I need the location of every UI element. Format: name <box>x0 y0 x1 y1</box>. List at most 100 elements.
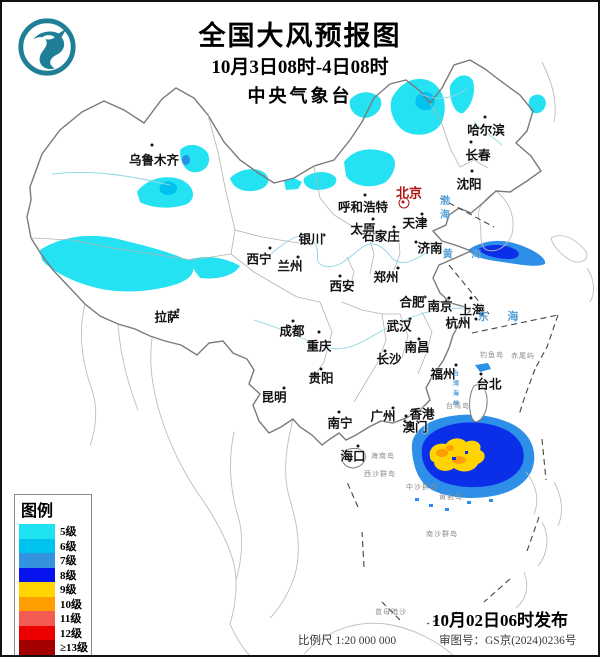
map-agency: 中央气象台 <box>247 86 353 106</box>
legend-color-swatch <box>19 538 55 553</box>
city-dot <box>322 233 326 237</box>
island-label: 西沙群岛 <box>364 470 396 478</box>
city-dot <box>150 143 154 147</box>
city-dot <box>268 246 272 250</box>
city-label: 拉萨 <box>154 310 180 325</box>
legend-color-swatch <box>19 567 55 582</box>
island-label: 黄岩岛 <box>439 493 463 501</box>
legend-item-label: 7级 <box>60 555 77 568</box>
city-dot <box>470 169 474 173</box>
legend-item-label: ≥13级 <box>60 642 89 655</box>
legend-item-label: 5级 <box>60 526 77 539</box>
island-label: 曾母暗沙 <box>375 608 407 616</box>
legend-item-label: 12级 <box>60 627 82 640</box>
legend-color-swatch <box>19 640 55 655</box>
city-dot <box>469 140 473 144</box>
city-dot <box>414 240 418 244</box>
city-dot <box>417 337 421 341</box>
legend-item: 7级 <box>19 553 91 568</box>
city-label: 南宁 <box>327 416 353 431</box>
city-dot <box>317 330 321 334</box>
city-dot <box>296 255 300 259</box>
city-label: 济南 <box>417 241 443 256</box>
city-label: 广州 <box>370 409 396 424</box>
legend-item: 8级 <box>19 567 91 582</box>
city-label: 沈阳 <box>456 177 482 192</box>
legend-rows: 5级 6级 7级 8级 9级 10级 11级 12级 ≥13级 <box>19 524 91 655</box>
city-dot <box>403 419 407 423</box>
city-dot <box>423 295 427 299</box>
city-dot <box>337 410 341 414</box>
city-label: 哈尔滨 <box>467 123 505 138</box>
city-dot <box>391 406 395 410</box>
sea-label: 台湾海峡 <box>451 370 458 410</box>
map-title: 全国大风预报图 <box>198 21 402 51</box>
wind-area-yellow-sea <box>468 240 546 266</box>
city-dot <box>404 414 408 418</box>
island-label: 赤尾屿 <box>511 352 535 360</box>
legend-item-label: 11级 <box>60 613 82 626</box>
legend-item: 10级 <box>19 596 91 611</box>
typhoon-wind-area <box>411 414 535 511</box>
legend-color-swatch <box>19 625 55 640</box>
city-dot <box>176 308 180 312</box>
city-dot <box>408 317 412 321</box>
city-label: 长春 <box>465 148 491 163</box>
map-scale: 比例尺 1:20 000 000 <box>298 635 397 647</box>
city-label: 银川 <box>298 232 324 247</box>
city-dot <box>383 349 387 353</box>
city-dot <box>319 367 323 371</box>
legend-color-swatch <box>19 596 55 611</box>
sea-label: 黄 海 <box>442 249 490 261</box>
city-label: 乌鲁木齐 <box>128 153 180 168</box>
city-label: 合肥 <box>399 295 425 310</box>
legend-item: 6级 <box>19 538 91 553</box>
city-label: 郑州 <box>373 270 399 285</box>
legend-item: 11级 <box>19 611 91 626</box>
city-dot <box>282 386 286 390</box>
city-label: 石家庄 <box>362 229 400 244</box>
city-dot <box>447 296 451 300</box>
province-boundaries <box>30 102 489 403</box>
island-label: 南沙群岛 <box>426 530 458 538</box>
city-label: 昆明 <box>261 390 287 405</box>
legend-item: 5级 <box>19 524 91 539</box>
rivers <box>51 87 503 350</box>
city-dot <box>363 193 367 197</box>
legend-color-swatch <box>19 611 55 626</box>
legend-color-swatch <box>19 582 55 597</box>
city-label: 海口 <box>340 449 366 464</box>
legend-item: 12级 <box>19 625 91 640</box>
city-label: 武汉 <box>386 319 412 334</box>
legend-item: ≥13级 <box>19 640 91 655</box>
city-label: 西宁 <box>246 252 272 267</box>
city-dot <box>396 266 400 270</box>
sea-label: 渤海 <box>437 195 449 223</box>
china-outline <box>26 59 542 446</box>
issue-time: 10月02日06时发布 <box>432 611 568 630</box>
island-label: 钓鱼岛 <box>480 351 504 359</box>
city-dot <box>291 319 295 323</box>
city-label: 兰州 <box>277 259 303 274</box>
taiwan-island <box>469 384 488 423</box>
capital-label: 北京 <box>395 185 423 201</box>
city-dot <box>371 217 375 221</box>
legend-item-label: 10级 <box>60 598 82 611</box>
city-dot <box>356 444 360 448</box>
city-label: 南昌 <box>404 340 430 355</box>
city-dot <box>483 115 487 119</box>
city-dot <box>338 274 342 278</box>
city-label: 重庆 <box>306 339 332 354</box>
wind-area-taiwan-north <box>475 363 491 372</box>
city-dot <box>392 225 396 229</box>
capital-marker <box>398 197 410 209</box>
city-label: 南京 <box>427 299 453 314</box>
city-label: 呼和浩特 <box>337 200 389 215</box>
city-label: 贵阳 <box>308 371 334 386</box>
legend-item-label: 6级 <box>60 540 77 553</box>
island-label: 台湾岛 <box>446 402 470 410</box>
approval-number: 审图号：GS京(2024)0236号 <box>439 635 577 647</box>
city-dot <box>454 363 458 367</box>
legend-color-swatch <box>19 524 55 539</box>
sea-label: 东 海 <box>477 311 527 323</box>
